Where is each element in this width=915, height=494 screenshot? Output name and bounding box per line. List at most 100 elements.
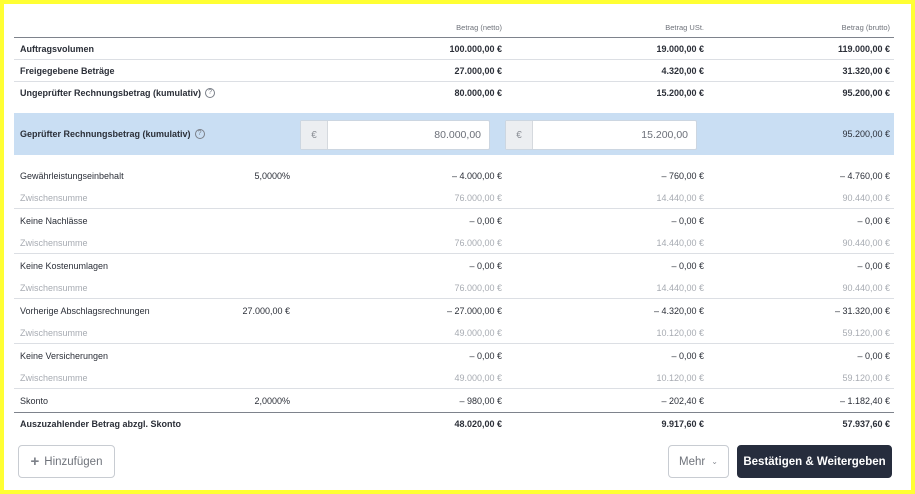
summary-row-freigegeben: Freigegebene Beträge 27.000,00 € 4.320,0…	[14, 60, 894, 82]
deduction-row[interactable]: Vorherige Abschlagsrechnungen 27.000,00 …	[14, 299, 894, 322]
brutto-value: 31.320,00 €	[842, 65, 890, 76]
deduction-row[interactable]: Keine Kostenumlagen – 0,00 € – 0,00 € – …	[14, 254, 894, 277]
row-label: Zwischensumme	[20, 237, 88, 248]
euro-icon: €	[506, 121, 533, 149]
brutto-value: – 4.760,00 €	[839, 170, 890, 181]
help-icon[interactable]: ?	[194, 129, 205, 139]
subtotal-row: Zwischensumme 76.000,00 € 14.440,00 € 90…	[14, 232, 894, 254]
brutto-value: 90.440,00 €	[842, 282, 890, 293]
ust-value: 9.917,60 €	[661, 418, 704, 429]
deduction-row[interactable]: Gewährleistungseinbehalt 5,0000% – 4.000…	[14, 164, 894, 187]
confirm-button-label: Bestätigen & Weitergeben	[743, 455, 886, 468]
net-value: – 0,00 €	[469, 260, 502, 271]
brutto-value: 119.000,00 €	[837, 43, 890, 54]
net-value: 49.000,00 €	[454, 372, 502, 383]
row-label-text: Ungeprüfter Rechnungsbetrag (kumulativ)	[20, 88, 202, 98]
ust-amount-value[interactable]: 15.200,00	[641, 129, 688, 141]
skonto-row[interactable]: Skonto 2,0000% – 980,00 € – 202,40 € – 1…	[14, 389, 894, 412]
deduction-row[interactable]: Keine Versicherungen – 0,00 € – 0,00 € –…	[14, 344, 894, 367]
ust-value: – 202,40 €	[661, 395, 704, 406]
brutto-value: – 0,00 €	[857, 350, 890, 361]
row-label: Ungeprüfter Rechnungsbetrag (kumulativ)?	[20, 82, 216, 104]
summary-row-ungeprueft: Ungeprüfter Rechnungsbetrag (kumulativ)?…	[14, 82, 894, 104]
net-amount-input[interactable]: € 80.000,00	[300, 120, 490, 150]
table-header: Betrag (netto) Betrag USt. Betrag (brutt…	[14, 8, 894, 38]
row-label: Zwischensumme	[20, 192, 88, 203]
ust-value: 4.320,00 €	[661, 65, 704, 76]
row-label: Zwischensumme	[20, 327, 88, 338]
percent-value	[194, 344, 290, 367]
confirm-and-forward-button[interactable]: Bestätigen & Weitergeben	[737, 445, 892, 478]
percent-value: 2,0000%	[254, 395, 290, 406]
ust-value: 14.440,00 €	[656, 237, 704, 248]
net-value: 49.000,00 €	[454, 327, 502, 338]
percent-value: 5,0000%	[254, 170, 290, 181]
row-label: Freigegebene Beträge	[20, 65, 115, 76]
net-amount-value[interactable]: 80.000,00	[434, 129, 481, 141]
subtotal-row: Zwischensumme 76.000,00 € 14.440,00 € 90…	[14, 187, 894, 209]
row-label: Keine Versicherungen	[20, 350, 109, 361]
brutto-value: – 31.320,00 €	[834, 305, 890, 316]
subtotal-row: Zwischensumme 76.000,00 € 14.440,00 € 90…	[14, 277, 894, 299]
brutto-value: – 0,00 €	[857, 215, 890, 226]
brutto-value: 59.120,00 €	[842, 327, 890, 338]
net-value: 80.000,00 €	[454, 88, 502, 98]
brutto-value: 59.120,00 €	[842, 372, 890, 383]
net-value: 76.000,00 €	[454, 237, 502, 248]
net-value: – 27.000,00 €	[446, 305, 502, 316]
brutto-value: – 0,00 €	[857, 260, 890, 271]
col-header-net: Betrag (netto)	[456, 23, 502, 32]
net-value: 76.000,00 €	[454, 282, 502, 293]
net-value: 48.020,00 €	[454, 418, 502, 429]
ust-value: – 760,00 €	[661, 170, 704, 181]
percent-value: 27.000,00 €	[242, 305, 290, 316]
row-label: Gewährleistungseinbehalt	[20, 170, 124, 181]
col-header-brutto: Betrag (brutto)	[841, 23, 890, 32]
percent-value	[194, 254, 290, 277]
deduction-row[interactable]: Keine Nachlässe – 0,00 € – 0,00 € – 0,00…	[14, 209, 894, 232]
plus-icon: +	[30, 453, 40, 470]
row-label: Keine Nachlässe	[20, 215, 88, 226]
row-label: Vorherige Abschlagsrechnungen	[20, 305, 150, 316]
brutto-value: 90.440,00 €	[842, 192, 890, 203]
more-dropdown-button[interactable]: Mehr ⌄	[668, 445, 729, 478]
invoice-table: Betrag (netto) Betrag USt. Betrag (brutt…	[14, 8, 894, 434]
brutto-value: 95.200,00 €	[842, 129, 890, 139]
ust-value: 14.440,00 €	[656, 192, 704, 203]
net-value: – 980,00 €	[459, 395, 502, 406]
subtotal-row: Zwischensumme 49.000,00 € 10.120,00 € 59…	[14, 367, 894, 389]
more-button-label: Mehr	[679, 455, 706, 468]
brutto-value: 90.440,00 €	[842, 237, 890, 248]
brutto-value: – 1.182,40 €	[839, 395, 890, 406]
ust-value: – 0,00 €	[671, 350, 704, 361]
summary-row-auftragsvolumen: Auftragsvolumen 100.000,00 € 19.000,00 €…	[14, 38, 894, 60]
col-header-ust: Betrag USt.	[665, 23, 704, 32]
row-label: Geprüfter Rechnungsbetrag (kumulativ)?	[20, 113, 205, 155]
row-label: Zwischensumme	[20, 282, 88, 293]
row-label: Auftragsvolumen	[20, 43, 95, 54]
help-icon[interactable]: ?	[205, 88, 216, 98]
net-value: – 0,00 €	[469, 350, 502, 361]
net-value: 27.000,00 €	[454, 65, 502, 76]
ust-amount-input[interactable]: € 15.200,00	[505, 120, 697, 150]
add-button[interactable]: + Hinzufügen	[18, 445, 115, 478]
row-label-text: Geprüfter Rechnungsbetrag (kumulativ)	[20, 129, 191, 139]
checked-amount-row: Geprüfter Rechnungsbetrag (kumulativ)? €…	[14, 113, 894, 155]
euro-icon: €	[301, 121, 328, 149]
net-value: – 0,00 €	[469, 215, 502, 226]
ust-value: – 0,00 €	[671, 215, 704, 226]
brutto-value: 57.937,60 €	[842, 418, 890, 429]
brutto-value: 95.200,00 €	[842, 88, 890, 98]
chevron-down-icon: ⌄	[711, 457, 718, 466]
ust-value: – 4.320,00 €	[653, 305, 704, 316]
net-value: – 4.000,00 €	[451, 170, 502, 181]
row-label: Zwischensumme	[20, 372, 88, 383]
percent-value	[194, 209, 290, 232]
ust-value: 15.200,00 €	[656, 88, 704, 98]
ust-value: 10.120,00 €	[656, 372, 704, 383]
total-row: Auszuzahlender Betrag abzgl. Skonto 48.0…	[14, 412, 894, 434]
ust-value: 10.120,00 €	[656, 327, 704, 338]
row-label: Skonto	[20, 395, 49, 406]
net-value: 76.000,00 €	[454, 192, 502, 203]
